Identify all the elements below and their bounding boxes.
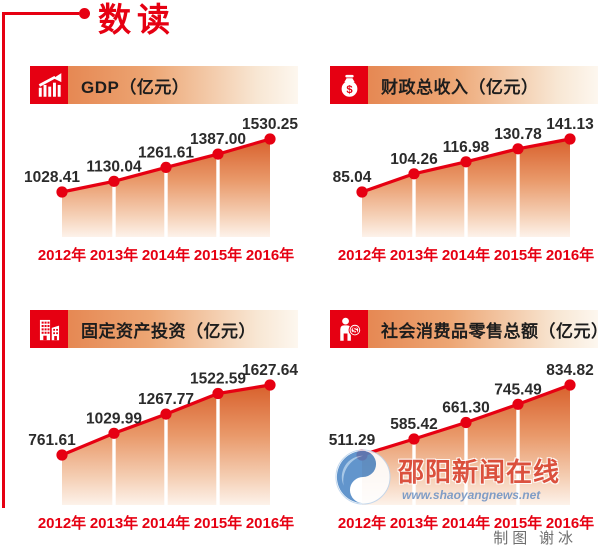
data-point xyxy=(264,379,276,391)
x-axis-label: 2016年 xyxy=(545,515,595,532)
chart-title: GDP（亿元） xyxy=(81,77,190,97)
title-connector-horizontal-line xyxy=(2,12,79,15)
watermark-text: 邵阳新闻在线 www.shaoyangnews.net xyxy=(398,452,560,502)
value-label: 1387.00 xyxy=(190,131,246,148)
x-axis-label: 2014年 xyxy=(441,247,491,264)
chart-panel-fixed-asset-investment: 固定资产投资（亿元） 761.61 1029.99 1267.77 1522.59 162… xyxy=(28,310,298,532)
x-axis-label: 2012年 xyxy=(37,247,87,264)
chart-header: $ 财政总收入（亿元） xyxy=(330,66,598,104)
value-label: 85.04 xyxy=(333,169,372,186)
value-label: 1267.77 xyxy=(138,391,194,408)
value-label: 1029.99 xyxy=(86,410,142,427)
x-axis-label: 2012年 xyxy=(337,515,387,532)
x-axis-label: 2015年 xyxy=(193,247,243,264)
value-label: 1530.25 xyxy=(242,116,298,133)
shaoyang-news-swirl-logo-icon xyxy=(334,448,392,506)
x-axis-label: 2013年 xyxy=(389,515,439,532)
x-axis-labels: 2012年 2013年 2014年 2015年 2016年 xyxy=(330,512,598,532)
value-label: 1261.61 xyxy=(138,144,194,161)
data-point xyxy=(108,175,120,187)
x-axis-label: 2016年 xyxy=(545,247,595,264)
watermark-site-name: 邵阳新闻在线 xyxy=(398,457,561,487)
x-axis-label: 2015年 xyxy=(193,515,243,532)
chart-header: $ 社会消费品零售总额（亿元） xyxy=(330,310,600,348)
data-point xyxy=(408,433,420,445)
x-axis-label: 2014年 xyxy=(441,515,491,532)
title-connector-dot xyxy=(79,8,90,19)
x-axis-label: 2016年 xyxy=(245,247,295,264)
x-axis-labels: 2012年 2013年 2014年 2015年 2016年 xyxy=(330,244,598,264)
x-axis-label: 2015年 xyxy=(493,515,543,532)
money-bag-icon: $ xyxy=(330,66,368,104)
value-label: 1130.04 xyxy=(86,158,142,175)
data-point xyxy=(512,398,524,410)
data-point xyxy=(564,133,576,145)
chart-title: 固定资产投资（亿元） xyxy=(81,321,256,341)
x-axis-label: 2014年 xyxy=(141,247,191,264)
data-point xyxy=(160,161,172,173)
x-axis-label: 2012年 xyxy=(337,247,387,264)
value-label: 116.98 xyxy=(443,139,490,156)
chart-panel-fiscal-revenue: $ 财政总收入（亿元） 85.04 104.26 116.98 130.78 141.13 2… xyxy=(330,66,598,264)
value-label: 141.13 xyxy=(546,116,594,133)
watermark-site-url: www.shaoyangnews.net xyxy=(402,488,541,502)
chart-header: GDP（亿元） xyxy=(30,66,298,104)
x-axis-label: 2013年 xyxy=(89,247,139,264)
chart-panel-retail-sales: $ 社会消费品零售总额（亿元） 511.29 585.42 661.30 745.49 83… xyxy=(329,310,600,532)
data-point xyxy=(212,387,224,400)
data-point xyxy=(512,143,524,155)
page-title: 数读 xyxy=(98,1,176,38)
title-connector-vertical-line xyxy=(2,12,5,508)
value-label: 1627.64 xyxy=(242,362,298,379)
value-label: 1028.41 xyxy=(24,169,80,186)
value-label: 661.30 xyxy=(442,400,489,417)
x-axis-label: 2013年 xyxy=(389,247,439,264)
x-axis-label: 2013年 xyxy=(89,515,139,532)
buildings-icon xyxy=(30,310,68,348)
data-point xyxy=(264,133,276,145)
value-label: 130.78 xyxy=(494,126,542,143)
data-point xyxy=(56,449,68,461)
x-axis-label: 2014年 xyxy=(141,515,191,532)
chart-panel-gdp: GDP（亿元） 1028.41 1130.04 1261.61 1387.00 1530.… xyxy=(24,66,298,264)
data-point xyxy=(460,156,472,168)
value-label: 585.42 xyxy=(390,416,437,433)
value-label: 511.29 xyxy=(329,432,376,449)
value-label: 104.26 xyxy=(390,151,438,168)
credit-line: 制图 谢冰 xyxy=(493,531,577,547)
value-label: 834.82 xyxy=(546,362,593,379)
chart-title: 财政总收入（亿元） xyxy=(381,77,539,97)
svg-text:$: $ xyxy=(346,83,353,95)
x-axis-label: 2015年 xyxy=(493,247,543,264)
data-point xyxy=(56,186,68,198)
data-point xyxy=(160,408,172,420)
data-point xyxy=(108,427,120,439)
x-axis-label: 2016年 xyxy=(245,515,295,532)
x-axis-labels: 2012年 2013年 2014年 2015年 2016年 xyxy=(30,512,298,532)
value-label: 745.49 xyxy=(494,381,542,398)
value-label: 761.61 xyxy=(28,432,76,449)
data-point xyxy=(212,148,224,160)
data-point xyxy=(356,186,368,198)
svg-text:$: $ xyxy=(352,325,357,335)
chart-title: 社会消费品零售总额（亿元） xyxy=(381,321,600,341)
data-point xyxy=(408,168,420,180)
trend-chart-icon xyxy=(30,66,68,104)
x-axis-labels: 2012年 2013年 2014年 2015年 2016年 xyxy=(30,244,298,264)
chart-header: 固定资产投资（亿元） xyxy=(30,310,298,348)
consumer-icon: $ xyxy=(330,310,368,348)
x-axis-label: 2012年 xyxy=(37,515,87,532)
data-point xyxy=(564,379,576,391)
data-point xyxy=(460,416,472,429)
watermark: 邵阳新闻在线 www.shaoyangnews.net xyxy=(334,448,560,506)
value-label: 1522.59 xyxy=(190,371,246,388)
